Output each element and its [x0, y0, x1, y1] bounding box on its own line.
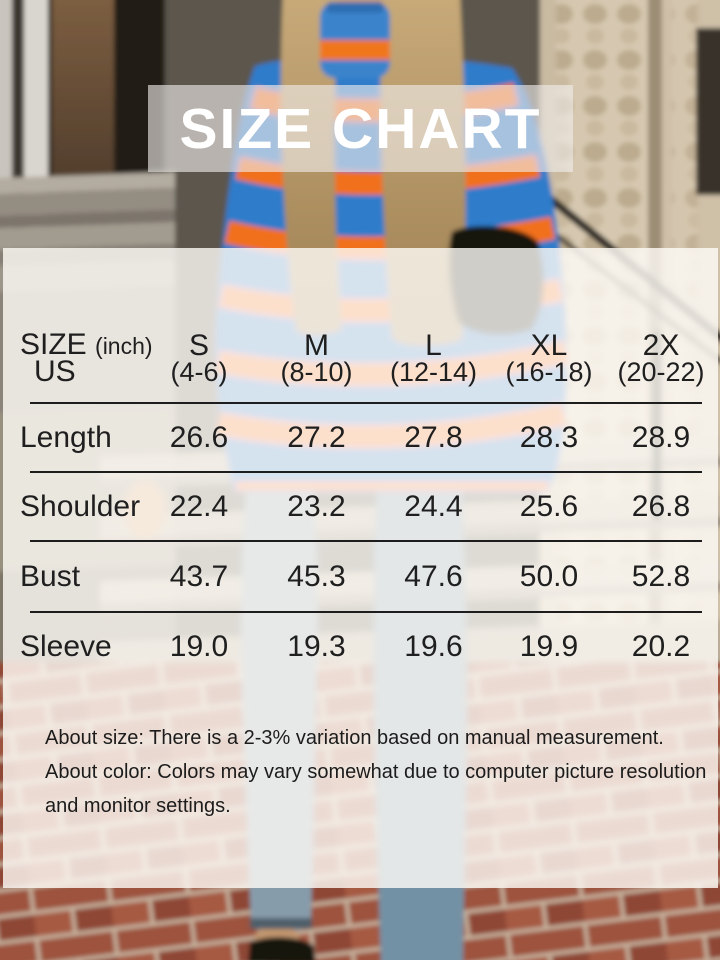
column-header-m: M (8-10) — [280, 329, 353, 387]
value-shoulder-xl: 25.6 — [519, 489, 579, 523]
column-header-s: S (4-6) — [170, 329, 228, 387]
value-length-2x: 28.9 — [631, 420, 691, 454]
table-rule-header — [30, 402, 702, 404]
value-length-l: 27.8 — [404, 420, 463, 454]
table-rule-1 — [30, 471, 702, 473]
column-header-xl: XL (16-18) — [505, 329, 593, 387]
turtleneck-collar — [320, 2, 390, 78]
value-sleeve-l: 19.6 — [404, 630, 463, 663]
header-size-us: SIZE (inch) US — [20, 248, 153, 403]
note-line-2: About color: Colors may vary somewhat du… — [45, 761, 707, 783]
note-line-3: and monitor settings. — [45, 795, 231, 817]
value-length-s: 26.6 — [169, 420, 229, 454]
value-shoulder-l: 24.4 — [404, 489, 463, 523]
column-header-2x: 2X (20-22) — [617, 329, 705, 387]
high-heel-shoe — [248, 937, 316, 960]
value-sleeve-2x: 20.2 — [631, 630, 691, 663]
value-sleeve-xl: 19.9 — [519, 630, 579, 663]
size-table: SIZE (inch) US S (4-6) M (8-10) L (12-14… — [20, 248, 716, 682]
value-bust-m: 45.3 — [287, 559, 346, 593]
table-rule-3 — [30, 611, 702, 613]
wooden-door — [52, 0, 114, 195]
size-chart-panel: SIZE (inch) US S (4-6) M (8-10) L (12-14… — [3, 248, 718, 888]
value-sleeve-s: 19.0 — [169, 630, 229, 663]
header-unit-label: (inch) — [95, 333, 153, 359]
header-region-label: US — [34, 355, 76, 388]
window — [696, 28, 720, 195]
row-label-length: Length — [20, 420, 112, 454]
note-line-1: About size: There is a 2-3% variation ba… — [45, 727, 664, 749]
value-bust-2x: 52.8 — [631, 559, 691, 593]
value-sleeve-m: 19.3 — [287, 630, 346, 663]
jeans-frayed-hem — [250, 918, 312, 929]
size-chart-banner: SIZE CHART — [148, 85, 573, 172]
value-length-xl: 28.3 — [519, 420, 579, 454]
row-label-shoulder: Shoulder — [20, 489, 141, 523]
value-bust-l: 47.6 — [404, 559, 463, 593]
value-length-m: 27.2 — [287, 420, 346, 454]
column-header-l: L (12-14) — [389, 329, 478, 387]
row-label-bust: Bust — [20, 559, 81, 593]
header-size-label: SIZE — [20, 328, 87, 361]
value-shoulder-m: 23.2 — [287, 489, 346, 523]
table-rule-2 — [30, 540, 702, 542]
value-shoulder-s: 22.4 — [169, 489, 229, 523]
value-shoulder-2x: 26.8 — [631, 489, 691, 523]
row-label-sleeve: Sleeve — [20, 630, 112, 663]
banner-title: SIZE CHART — [179, 96, 542, 161]
value-bust-s: 43.7 — [169, 559, 229, 593]
value-bust-xl: 50.0 — [519, 559, 579, 593]
size-notes: About size: There is a 2-3% variation ba… — [45, 721, 706, 823]
